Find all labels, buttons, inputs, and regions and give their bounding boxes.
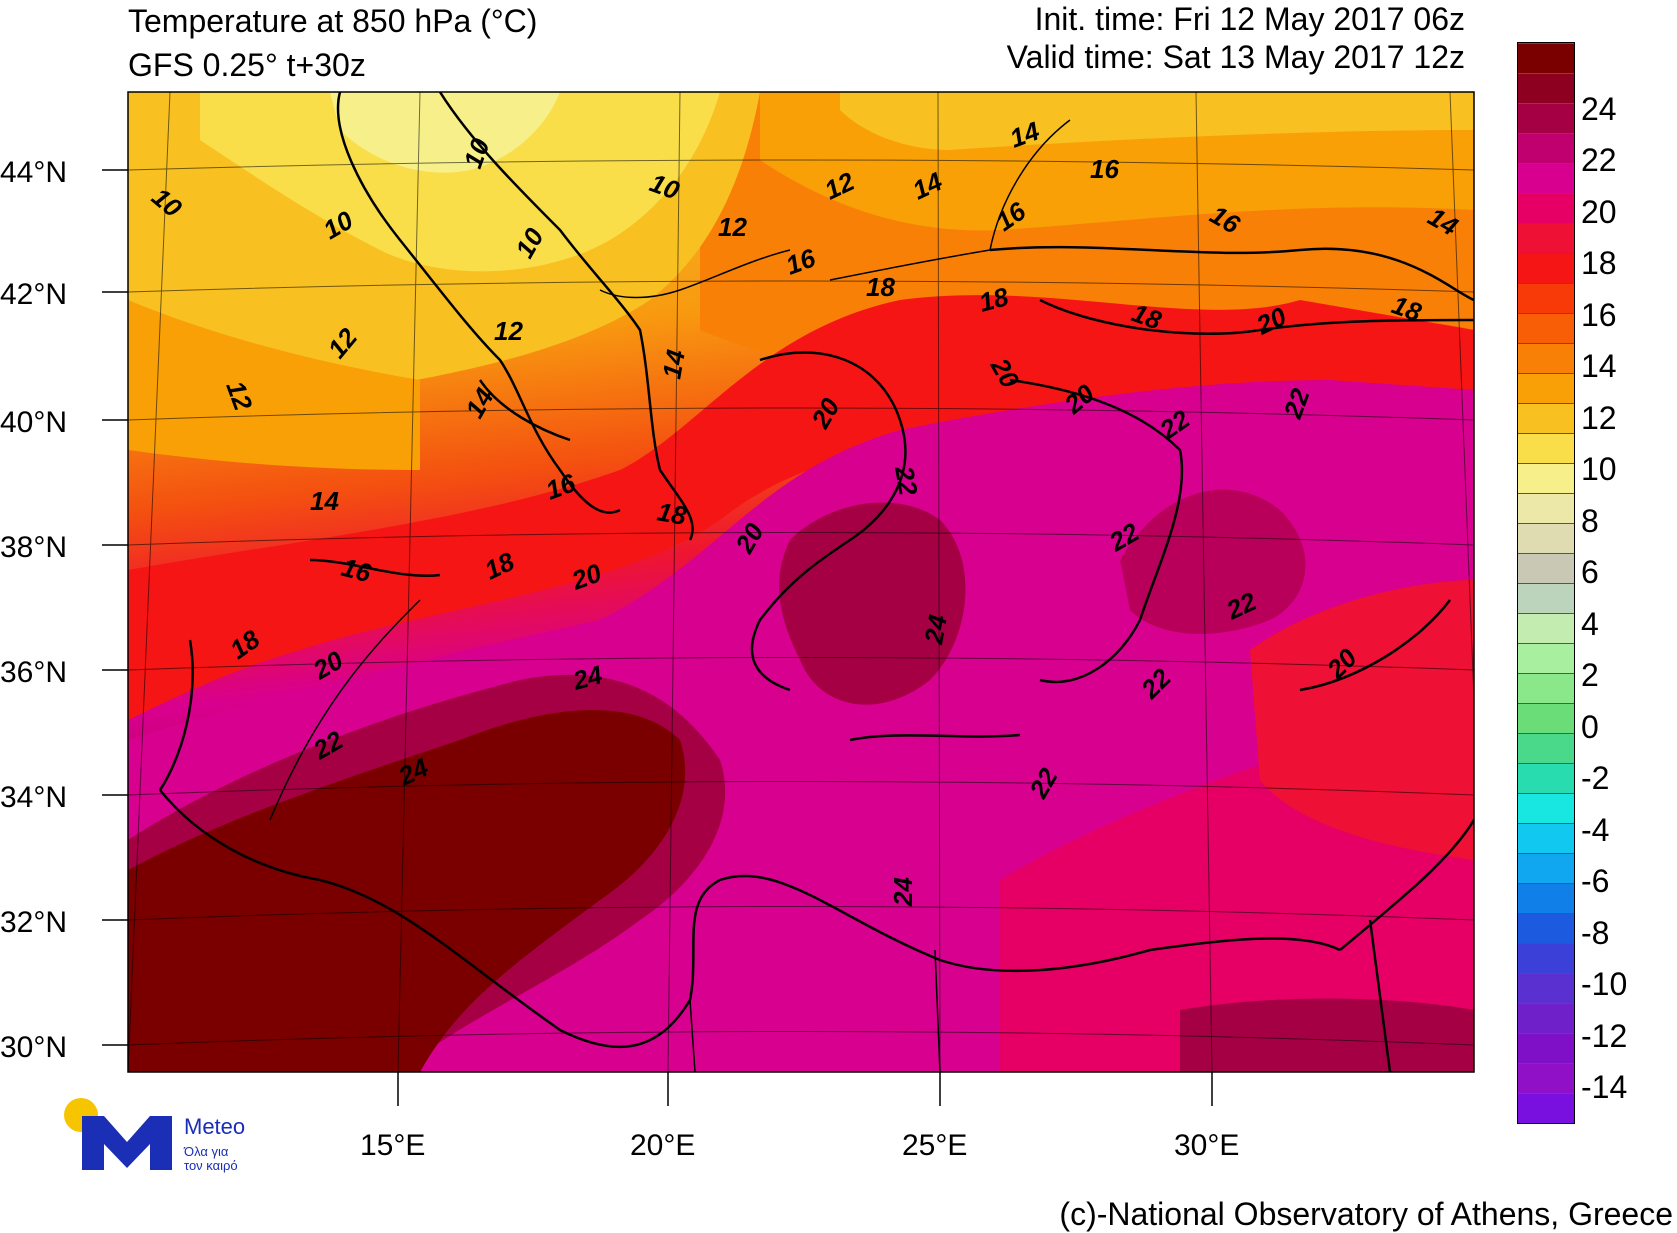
legend-tick: 22: [1581, 142, 1617, 178]
lat-label: 40°N: [0, 406, 67, 439]
legend-color-block: [1518, 793, 1574, 823]
legend-color-block: [1518, 43, 1574, 73]
legend-tick: 12: [1581, 400, 1617, 436]
legend-color-block: [1518, 763, 1574, 793]
legend-color-block: [1518, 223, 1574, 253]
legend-tick: 20: [1581, 194, 1617, 230]
legend-color-block: [1518, 523, 1574, 553]
legend-tick: 8: [1581, 503, 1599, 539]
map-title: Temperature at 850 hPa (°C): [128, 3, 538, 39]
contour-label: 22: [889, 463, 924, 498]
legend-tick: 0: [1581, 709, 1599, 745]
m-logo-icon: [82, 1116, 172, 1170]
legend-color-block: [1518, 1063, 1574, 1093]
legend-color-block: [1518, 313, 1574, 343]
legend-color-block: [1518, 283, 1574, 313]
legend-color-block: [1518, 583, 1574, 613]
legend-tick: -4: [1581, 812, 1610, 848]
legend-tick: -10: [1581, 966, 1628, 1002]
lat-label: 30°N: [0, 1031, 67, 1064]
lon-label: 30°E: [1174, 1129, 1239, 1162]
legend-color-block: [1518, 643, 1574, 673]
legend-color-block: [1518, 133, 1574, 163]
legend-tick: -6: [1581, 863, 1610, 899]
legend-tick: -14: [1581, 1069, 1628, 1105]
legend-color-block: [1518, 973, 1574, 1003]
contour-label: 18: [866, 272, 895, 302]
legend-color-block: [1518, 373, 1574, 403]
legend-color-block: [1518, 73, 1574, 103]
legend-tick: 6: [1581, 554, 1599, 590]
contour-label: 18: [655, 496, 689, 531]
legend-color-block: [1518, 883, 1574, 913]
credit-text: (c)-National Observatory of Athens, Gree…: [1059, 1196, 1673, 1232]
legend-color-block: [1518, 253, 1574, 283]
legend-color-block: [1518, 1093, 1574, 1123]
legend-color-block: [1518, 493, 1574, 523]
lat-label: 36°N: [0, 656, 67, 689]
legend-tick: -12: [1581, 1018, 1628, 1054]
legend-color-block: [1518, 733, 1574, 763]
init-time: Init. time: Fri 12 May 2017 06z: [1034, 1, 1465, 37]
contour-label: 24: [888, 877, 918, 907]
legend-tick: -8: [1581, 915, 1610, 951]
logo-tagline: τον καιρό: [184, 1158, 238, 1173]
contour-label: 16: [1090, 154, 1119, 184]
meteo-logo: Meteo Όλα για τον καιρό: [64, 1098, 264, 1178]
contour-label: 12: [494, 316, 523, 346]
legend-color-block: [1518, 193, 1574, 223]
legend-color-block: [1518, 673, 1574, 703]
contour-label: 14: [656, 347, 691, 381]
legend-color-block: [1518, 103, 1574, 133]
lat-label: 44°N: [0, 156, 67, 189]
valid-time: Valid time: Sat 13 May 2017 12z: [1006, 39, 1465, 75]
lat-label: 38°N: [0, 531, 67, 564]
lat-label: 42°N: [0, 278, 67, 311]
logo-tagline: Όλα για: [184, 1144, 229, 1159]
contour-label: 14: [310, 486, 339, 516]
legend-tick: 4: [1581, 606, 1599, 642]
legend-color-block: [1518, 403, 1574, 433]
contour-label: 24: [918, 612, 953, 647]
legend-color-block: [1518, 853, 1574, 883]
lat-label: 34°N: [0, 781, 67, 814]
lon-label: 20°E: [630, 1129, 695, 1162]
lon-label: 25°E: [902, 1129, 967, 1162]
legend-color-block: [1518, 433, 1574, 463]
legend-color-block: [1518, 703, 1574, 733]
legend-tick: 24: [1581, 91, 1617, 127]
logo-name: Meteo: [184, 1114, 246, 1139]
legend-color-block: [1518, 823, 1574, 853]
color-legend: [1517, 42, 1575, 1124]
legend-tick: 18: [1581, 245, 1617, 281]
contour-label: 12: [718, 212, 747, 242]
model-subtitle: GFS 0.25° t+30z: [128, 47, 366, 83]
legend-tick: 2: [1581, 657, 1599, 693]
legend-color-block: [1518, 1003, 1574, 1033]
legend-color-block: [1518, 343, 1574, 373]
legend-tick: 10: [1581, 451, 1617, 487]
legend-tick: 16: [1581, 297, 1617, 333]
legend-tick: -2: [1581, 760, 1610, 796]
legend-color-block: [1518, 943, 1574, 973]
legend-color-block: [1518, 1033, 1574, 1063]
lon-label: 15°E: [360, 1129, 425, 1162]
legend-color-block: [1518, 613, 1574, 643]
legend-color-block: [1518, 463, 1574, 493]
legend-tick: 14: [1581, 348, 1617, 384]
legend-color-block: [1518, 913, 1574, 943]
legend-color-block: [1518, 553, 1574, 583]
lat-label: 32°N: [0, 906, 67, 939]
legend-color-block: [1518, 163, 1574, 193]
